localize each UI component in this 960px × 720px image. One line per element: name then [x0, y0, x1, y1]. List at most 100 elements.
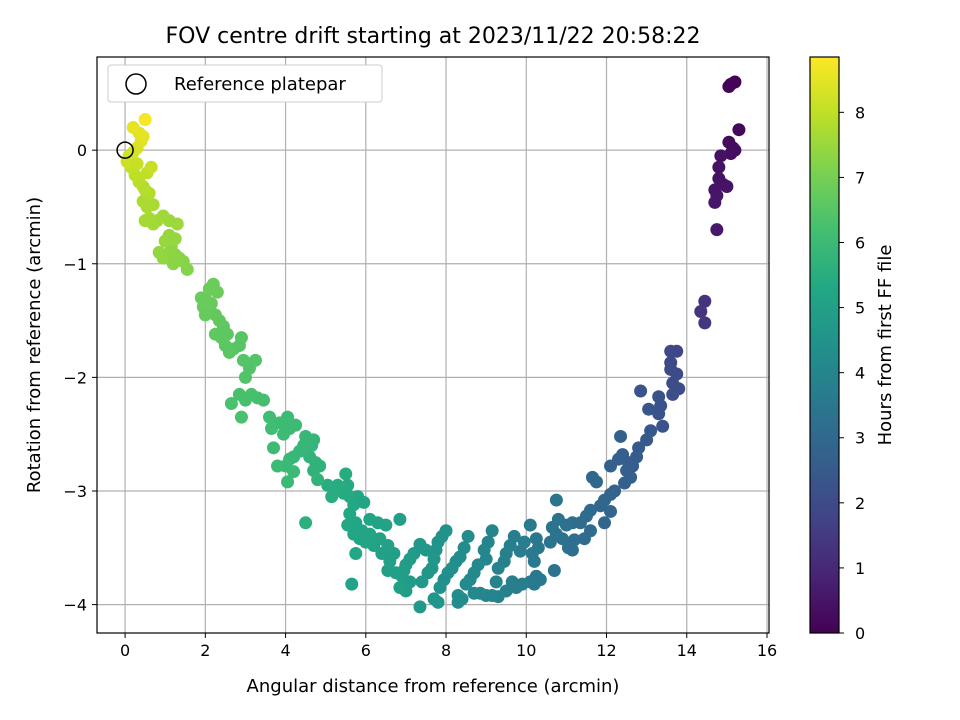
data-point: [325, 490, 339, 504]
data-point: [642, 402, 656, 416]
legend-box: [107, 64, 383, 103]
data-point: [652, 407, 666, 421]
data-point: [712, 160, 726, 174]
data-point: [234, 331, 248, 345]
data-point: [248, 353, 262, 367]
data-point: [451, 595, 465, 609]
data-point: [714, 149, 728, 163]
data-point: [349, 546, 363, 560]
data-point: [598, 516, 612, 530]
data-point: [311, 473, 325, 487]
x-tick-label: 10: [516, 641, 536, 660]
data-point: [698, 294, 712, 308]
data-point: [413, 600, 427, 614]
data-point: [614, 429, 628, 443]
colorbar-tick-label: 2: [855, 494, 865, 513]
x-axis-ticks: 0 2 4 6 8 10 12 14 16: [120, 633, 777, 660]
data-point: [299, 516, 313, 530]
data-point: [664, 344, 678, 358]
data-point: [321, 478, 335, 492]
data-point: [513, 544, 527, 558]
x-tick-label: 2: [200, 641, 210, 660]
data-point: [419, 543, 433, 557]
data-point: [208, 308, 222, 322]
legend-entry: Reference platepar: [174, 74, 346, 95]
data-point: [263, 410, 277, 424]
plot-frame: [96, 56, 770, 634]
data-point: [232, 387, 246, 401]
data-point: [138, 112, 152, 126]
data-point: [543, 535, 557, 549]
y-tick-label: 0: [77, 141, 87, 160]
x-tick-label: 0: [120, 641, 130, 660]
colorbar: [809, 56, 840, 634]
plot-background: [97, 57, 769, 633]
data-point: [198, 308, 212, 322]
data-point: [732, 123, 746, 137]
data-point: [589, 475, 603, 489]
data-point: [357, 495, 371, 509]
data-point: [523, 518, 537, 532]
data-point: [126, 120, 140, 134]
data-point: [656, 419, 670, 433]
colorbar-tick-label: 8: [855, 103, 865, 122]
data-point: [289, 418, 303, 432]
x-tick-label: 16: [757, 641, 777, 660]
y-tick-label: −2: [63, 368, 87, 387]
data-point: [166, 257, 180, 271]
y-tick-label: −3: [63, 482, 87, 501]
y-tick-label: −1: [63, 255, 87, 274]
data-point: [341, 518, 355, 532]
data-point: [236, 353, 250, 367]
scatter-points: [120, 75, 746, 614]
colorbar-tick-label: 0: [855, 624, 865, 643]
data-point: [144, 160, 158, 174]
data-point: [604, 504, 618, 518]
x-tick-label: 8: [441, 641, 451, 660]
data-point: [708, 195, 722, 209]
colorbar-tick-label: 1: [855, 559, 865, 578]
legend: Reference platepar: [107, 64, 383, 103]
data-point: [604, 459, 618, 473]
y-axis-label: Rotation from reference (arcmin): [24, 197, 45, 493]
data-point: [547, 564, 561, 578]
data-point: [136, 130, 150, 144]
data-point: [491, 561, 505, 575]
y-tick-label: −4: [63, 596, 87, 615]
colorbar-tick-label: 4: [855, 364, 865, 383]
data-point: [130, 157, 144, 171]
data-point: [379, 518, 393, 532]
data-point: [720, 180, 734, 194]
data-point: [710, 223, 724, 237]
data-point: [138, 214, 152, 228]
data-point: [224, 397, 238, 411]
data-point: [210, 285, 224, 299]
x-tick-label: 6: [361, 641, 371, 660]
data-point: [618, 476, 632, 490]
data-point: [527, 554, 541, 568]
data-point: [234, 410, 248, 424]
data-point: [722, 80, 736, 94]
data-point: [640, 433, 654, 447]
data-point: [461, 529, 475, 543]
data-point: [265, 422, 279, 436]
colorbar-label: Hours from first FF file: [875, 245, 896, 446]
data-point: [634, 384, 648, 398]
colorbar-tick-label: 5: [855, 299, 865, 318]
data-point: [168, 232, 182, 246]
chart-title: FOV centre drift starting at 2023/11/22 …: [166, 24, 701, 49]
data-point: [549, 493, 563, 507]
data-point: [427, 592, 441, 606]
colorbar-tick-label: 7: [855, 168, 865, 187]
data-point: [459, 577, 473, 591]
data-point: [194, 291, 208, 305]
data-point: [467, 586, 481, 600]
data-point: [393, 581, 407, 595]
x-axis-label: Angular distance from reference (arcmin): [247, 676, 620, 697]
data-point: [433, 581, 447, 595]
data-point: [593, 499, 607, 513]
x-tick-label: 14: [677, 641, 697, 660]
data-point: [267, 441, 281, 455]
data-point: [415, 575, 429, 589]
data-point: [303, 450, 317, 464]
